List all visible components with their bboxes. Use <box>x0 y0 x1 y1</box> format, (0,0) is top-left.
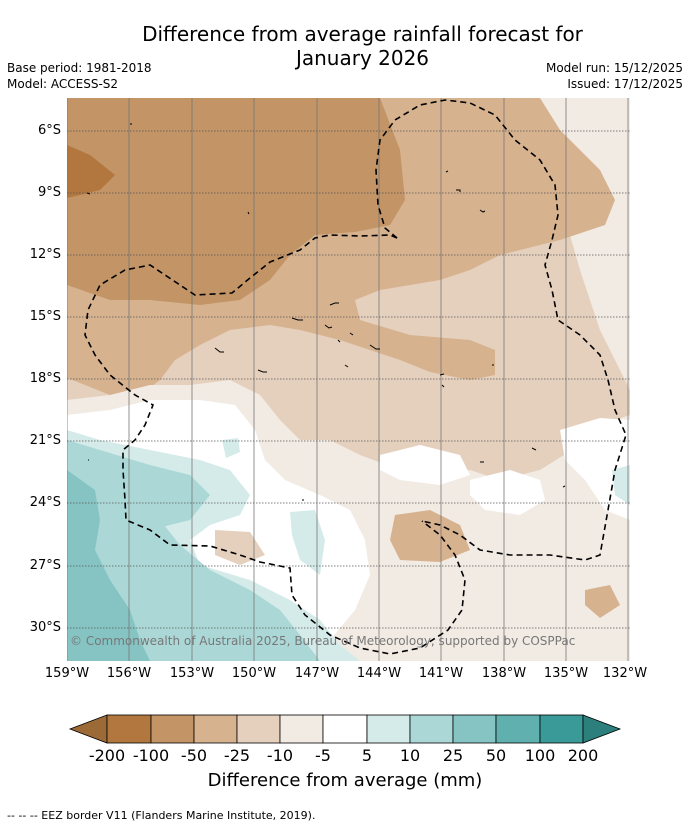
lon-label: 153°W <box>169 666 215 681</box>
colorbar-bin-3 <box>193 714 238 744</box>
map-title: Difference from average rainfall forecas… <box>100 22 625 70</box>
colorbar-label: Difference from average (mm) <box>207 770 483 791</box>
colorbar-tick: 200 <box>567 746 599 765</box>
shade-plus-5-speck <box>222 438 240 458</box>
colorbar-tick: 50 <box>485 746 507 765</box>
base-period: Base period: 1981-2018 <box>7 61 152 75</box>
shade-plus-10 <box>67 440 320 661</box>
lon-label: 159°W <box>44 666 90 681</box>
lon-label: 144°W <box>356 666 402 681</box>
colorbar-tick: 10 <box>399 746 421 765</box>
colorbar-bin-1 <box>106 714 152 744</box>
title-line-2: January 2026 <box>295 46 430 70</box>
lon-grid <box>67 98 629 661</box>
lat-label: 15°S <box>29 309 61 324</box>
meta-left: Base period: 1981-2018 Model: ACCESS-S2 <box>7 60 152 92</box>
shade-minus-25-southeast <box>585 585 620 618</box>
colorbar-tick: -5 <box>315 746 331 765</box>
lat-grid <box>67 130 630 629</box>
title-line-1: Difference from average rainfall forecas… <box>142 22 583 46</box>
shade-plus-5-east <box>612 465 630 505</box>
shade-minus-50 <box>67 98 405 305</box>
lat-label: 27°S <box>29 558 61 573</box>
colorbar-tick: -25 <box>223 746 251 765</box>
shade-minus-100 <box>67 145 115 198</box>
colorbar-tick: 5 <box>361 746 373 765</box>
lat-label: 12°S <box>29 247 61 262</box>
shade-minus-10-patch <box>215 530 265 565</box>
colorbar-bin-6 <box>322 714 368 744</box>
map-panel <box>67 98 630 661</box>
lon-label: 150°W <box>231 666 277 681</box>
lat-label: 30°S <box>29 620 61 635</box>
lat-label: 21°S <box>29 433 61 448</box>
colorbar-bin-7 <box>366 714 411 744</box>
model-name: Model: ACCESS-S2 <box>7 77 119 91</box>
colorbar-tick: 100 <box>524 746 556 765</box>
issued-date: Issued: 17/12/2025 <box>567 77 683 91</box>
colorbar-bin-10 <box>495 714 541 744</box>
lon-label: 141°W <box>418 666 464 681</box>
neutral-patch-center <box>380 445 470 485</box>
lon-label: 135°W <box>543 666 589 681</box>
colorbar-extend-high <box>582 714 622 744</box>
colorbar-bin-8 <box>409 714 454 744</box>
colorbar-tick: -100 <box>132 746 170 765</box>
colorbar-bin-9 <box>452 714 497 744</box>
colorbar-bin-11 <box>539 714 584 744</box>
lon-label: 147°W <box>294 666 340 681</box>
colorbar-tick: -200 <box>88 746 126 765</box>
lat-label: 18°S <box>29 371 61 386</box>
meta-right: Model run: 15/12/2025 Issued: 17/12/2025 <box>546 60 683 92</box>
lon-label: 138°W <box>481 666 527 681</box>
eez-legend-note: -- -- -- EEZ border V11 (Flanders Marine… <box>7 809 316 822</box>
colorbar <box>68 714 622 744</box>
colorbar-bin-2 <box>150 714 195 744</box>
lat-label: 24°S <box>29 495 61 510</box>
lat-label: 9°S <box>37 185 61 200</box>
colorbar-tick: 25 <box>442 746 464 765</box>
eez-borders <box>84 99 627 655</box>
neutral-zone-east <box>560 418 630 520</box>
lon-label: 156°W <box>106 666 152 681</box>
colorbar-bin-5 <box>279 714 324 744</box>
copyright-notice: © Commonwealth of Australia 2025, Bureau… <box>70 634 576 648</box>
lat-label: 6°S <box>37 123 61 138</box>
colorbar-tick: -50 <box>180 746 208 765</box>
colorbar-extend-low <box>68 714 108 744</box>
neutral-patch-east <box>470 470 545 515</box>
shade-plus-5-patch <box>290 510 325 575</box>
model-run: Model run: 15/12/2025 <box>545 61 683 75</box>
islands <box>86 123 566 501</box>
colorbar-tick: -10 <box>266 746 294 765</box>
colorbar-bin-4 <box>236 714 281 744</box>
lon-label: 132°W <box>602 666 648 681</box>
